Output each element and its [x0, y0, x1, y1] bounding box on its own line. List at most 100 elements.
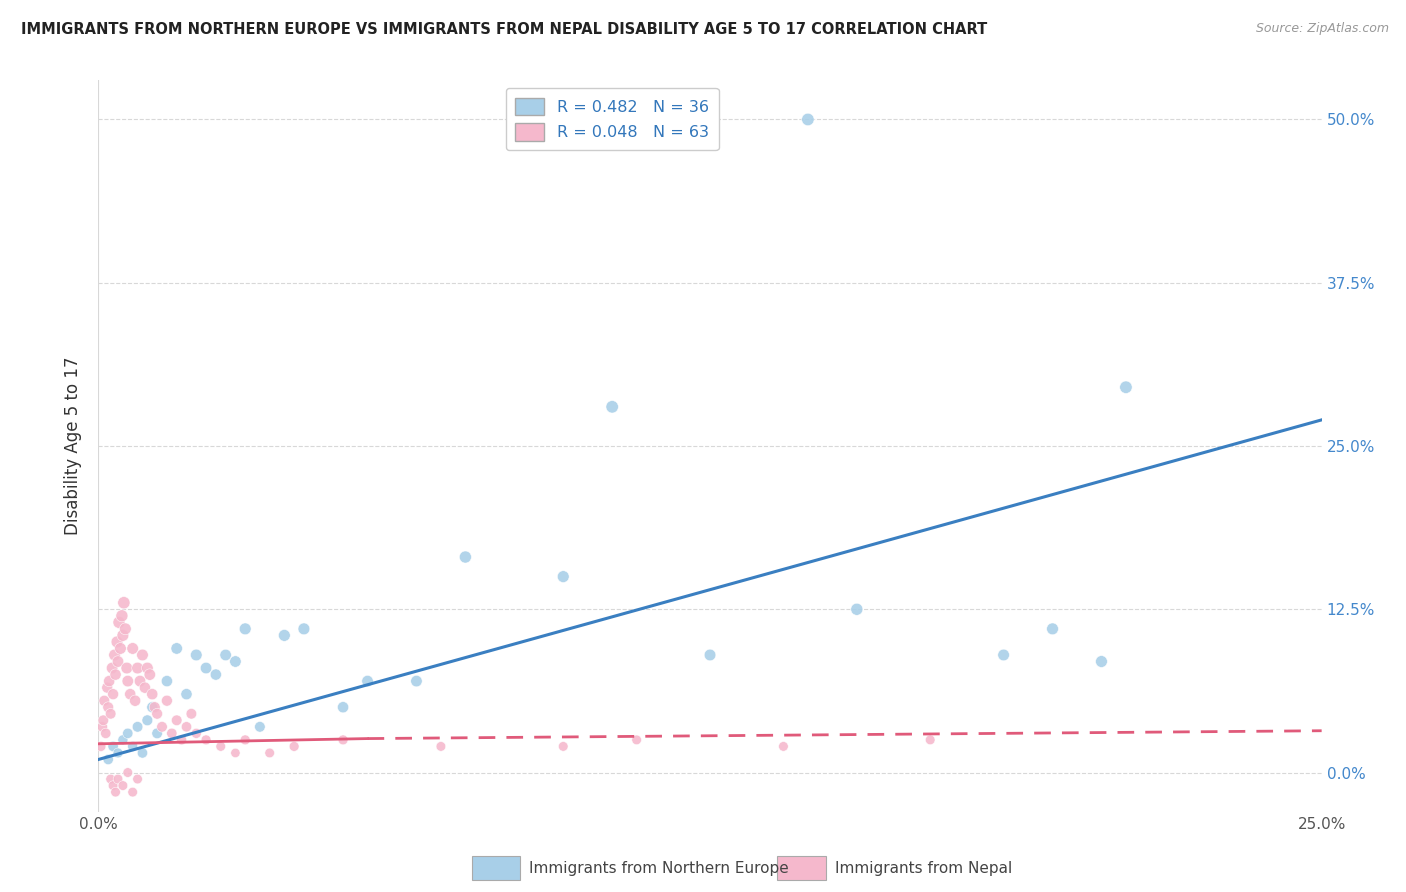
Point — [101, 687, 124, 701]
Point — [405, 674, 427, 689]
Point — [600, 400, 623, 414]
Point — [100, 772, 122, 786]
Point — [101, 739, 124, 754]
Point — [107, 655, 129, 669]
Point — [101, 661, 124, 675]
Text: Source: ZipAtlas.com: Source: ZipAtlas.com — [1256, 22, 1389, 36]
Point — [107, 772, 129, 786]
Point — [292, 622, 315, 636]
Point — [454, 549, 477, 564]
Point — [1090, 655, 1112, 669]
Point — [104, 667, 127, 681]
Point — [114, 622, 136, 636]
Text: Immigrants from Nepal: Immigrants from Nepal — [835, 861, 1012, 876]
Point — [111, 779, 134, 793]
Point — [920, 732, 942, 747]
Point — [249, 720, 271, 734]
Point — [124, 694, 146, 708]
Point — [845, 602, 868, 616]
Point — [626, 732, 648, 747]
Point — [139, 667, 162, 681]
Point — [146, 726, 169, 740]
Point — [205, 667, 228, 681]
Legend: R = 0.482   N = 36, R = 0.048   N = 63: R = 0.482 N = 36, R = 0.048 N = 63 — [506, 88, 718, 150]
Point — [166, 714, 188, 728]
Y-axis label: Disability Age 5 to 17: Disability Age 5 to 17 — [65, 357, 83, 535]
Point — [143, 700, 166, 714]
Point — [101, 779, 124, 793]
Point — [195, 732, 218, 747]
Point — [96, 681, 118, 695]
Point — [136, 714, 159, 728]
Point — [214, 648, 236, 662]
Point — [186, 648, 208, 662]
Point — [97, 700, 120, 714]
Point — [160, 726, 183, 740]
Point — [1115, 380, 1137, 394]
Point — [94, 726, 117, 740]
Point — [699, 648, 721, 662]
Text: IMMIGRANTS FROM NORTHERN EUROPE VS IMMIGRANTS FROM NEPAL DISABILITY AGE 5 TO 17 : IMMIGRANTS FROM NORTHERN EUROPE VS IMMIG… — [21, 22, 987, 37]
Point — [209, 739, 232, 754]
Point — [195, 661, 218, 675]
Point — [283, 739, 305, 754]
Point — [127, 661, 149, 675]
Point — [156, 674, 179, 689]
Point — [98, 674, 121, 689]
Point — [107, 746, 129, 760]
Point — [111, 608, 134, 623]
Point — [146, 706, 169, 721]
Point — [797, 112, 820, 127]
Point — [166, 641, 188, 656]
Point — [772, 739, 794, 754]
Point — [127, 720, 149, 734]
Point — [112, 596, 135, 610]
Point — [180, 706, 202, 721]
Point — [90, 739, 112, 754]
Point — [111, 732, 134, 747]
Point — [224, 746, 246, 760]
Point — [332, 700, 354, 714]
Point — [136, 661, 159, 675]
Point — [176, 687, 198, 701]
Point — [121, 785, 143, 799]
Point — [105, 635, 128, 649]
Point — [993, 648, 1015, 662]
Point — [129, 674, 152, 689]
Point — [141, 687, 163, 701]
Point — [553, 739, 575, 754]
Point — [259, 746, 281, 760]
Point — [134, 681, 156, 695]
FancyBboxPatch shape — [471, 856, 520, 880]
Point — [176, 720, 198, 734]
Point — [224, 655, 246, 669]
Point — [141, 700, 163, 714]
FancyBboxPatch shape — [778, 856, 827, 880]
Point — [97, 752, 120, 766]
Point — [104, 785, 127, 799]
Point — [332, 732, 354, 747]
Point — [100, 706, 122, 721]
Point — [121, 641, 143, 656]
Point — [186, 726, 208, 740]
Point — [121, 739, 143, 754]
Point — [430, 739, 453, 754]
Point — [170, 732, 193, 747]
Point — [117, 726, 139, 740]
Point — [120, 687, 142, 701]
Point — [91, 720, 114, 734]
Point — [131, 648, 153, 662]
Point — [1042, 622, 1064, 636]
Point — [233, 622, 256, 636]
Point — [233, 732, 256, 747]
Point — [553, 569, 575, 583]
Text: Immigrants from Northern Europe: Immigrants from Northern Europe — [529, 861, 789, 876]
Point — [131, 746, 153, 760]
Point — [110, 641, 132, 656]
Point — [150, 720, 173, 734]
Point — [156, 694, 179, 708]
Point — [273, 628, 295, 642]
Point — [117, 765, 139, 780]
Point — [111, 628, 134, 642]
Point — [103, 648, 125, 662]
